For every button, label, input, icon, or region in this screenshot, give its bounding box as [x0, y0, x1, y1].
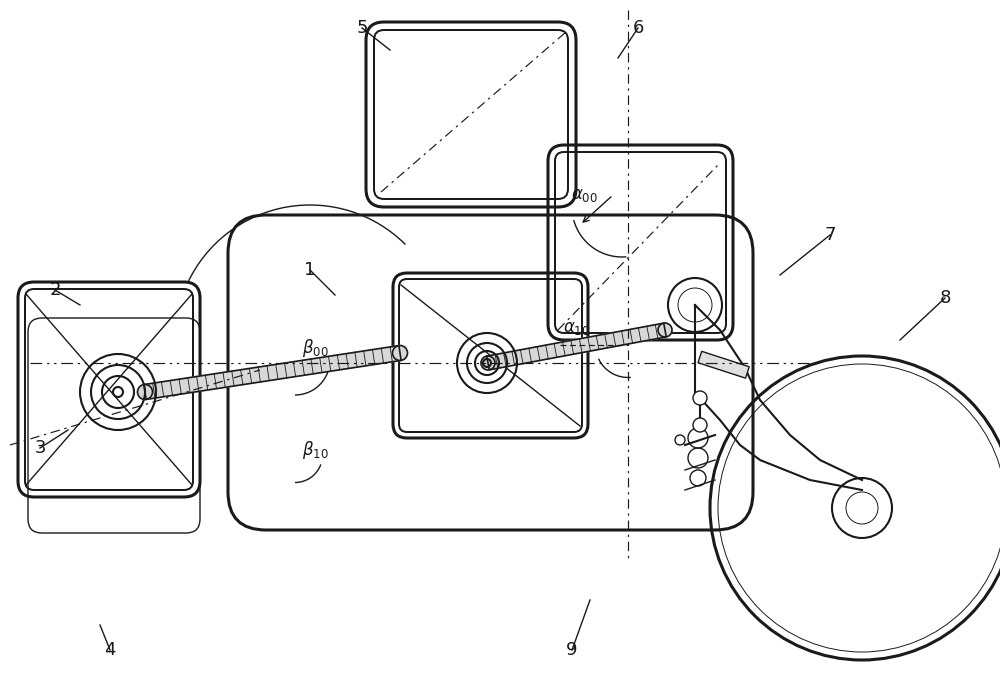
Text: 4: 4 [104, 641, 116, 659]
Circle shape [481, 356, 495, 370]
Text: $\beta_{00}$: $\beta_{00}$ [302, 337, 329, 359]
Circle shape [392, 345, 408, 360]
Circle shape [675, 435, 685, 445]
Text: $\alpha_{00}$: $\alpha_{00}$ [571, 186, 598, 204]
Text: 1: 1 [304, 261, 316, 279]
Text: 8: 8 [939, 289, 951, 307]
Text: 7: 7 [824, 226, 836, 244]
Text: 9: 9 [566, 641, 578, 659]
Polygon shape [144, 346, 401, 399]
Text: $\beta_{10}$: $\beta_{10}$ [302, 439, 329, 461]
Circle shape [658, 323, 672, 337]
Text: 3: 3 [34, 439, 46, 457]
Text: 2: 2 [49, 281, 61, 299]
Text: $\alpha_{10}$: $\alpha_{10}$ [563, 319, 590, 337]
Circle shape [693, 391, 707, 405]
Text: 6: 6 [632, 19, 644, 37]
Text: 5: 5 [356, 19, 368, 37]
Bar [698, 351, 749, 378]
Circle shape [693, 418, 707, 432]
Polygon shape [487, 323, 666, 370]
Circle shape [138, 384, 152, 399]
